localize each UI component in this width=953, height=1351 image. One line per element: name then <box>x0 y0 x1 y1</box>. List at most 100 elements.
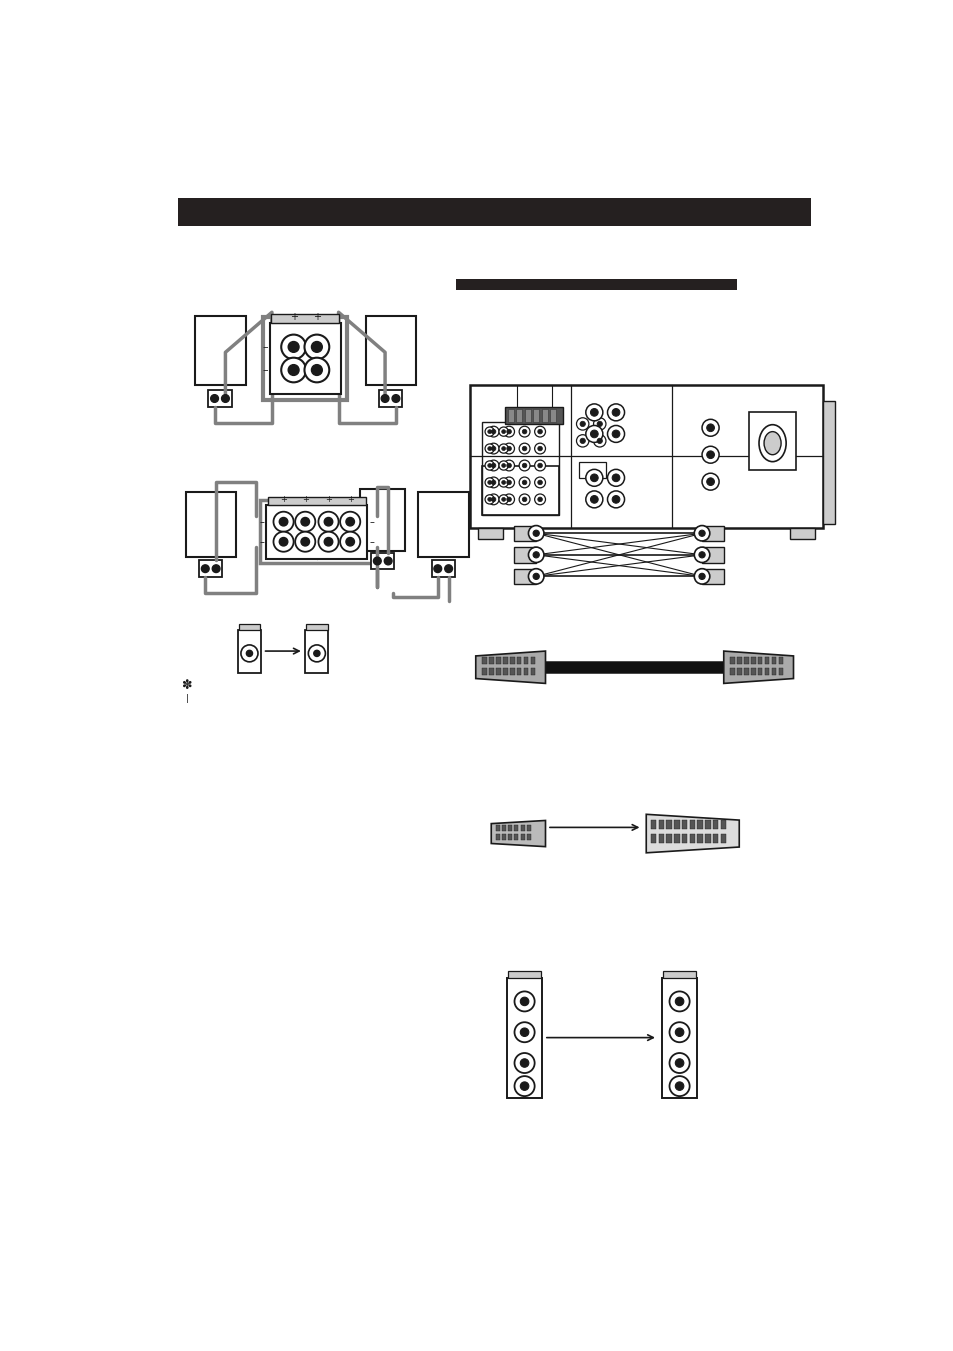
Circle shape <box>487 463 491 467</box>
Bar <box>517 667 521 676</box>
Circle shape <box>607 426 624 442</box>
Bar <box>502 657 507 665</box>
Text: +: + <box>280 494 287 504</box>
Circle shape <box>498 478 508 488</box>
Bar <box>238 624 260 631</box>
Bar <box>541 409 547 422</box>
Circle shape <box>324 538 333 546</box>
Circle shape <box>699 530 704 536</box>
Circle shape <box>519 1059 528 1067</box>
Bar <box>496 667 500 676</box>
Circle shape <box>612 474 619 482</box>
Bar <box>268 497 365 505</box>
Text: +: + <box>313 312 320 323</box>
Circle shape <box>612 430 619 438</box>
Bar <box>178 199 810 226</box>
Bar <box>778 657 782 665</box>
Circle shape <box>501 430 505 434</box>
Circle shape <box>585 490 602 508</box>
Bar <box>270 323 340 394</box>
Circle shape <box>537 480 542 485</box>
Circle shape <box>274 532 294 551</box>
Circle shape <box>669 992 689 1012</box>
Text: +: + <box>290 312 297 323</box>
Bar <box>514 569 536 584</box>
Bar <box>509 657 514 665</box>
Bar <box>689 820 695 830</box>
Circle shape <box>518 426 530 436</box>
Circle shape <box>488 477 498 488</box>
Bar <box>477 528 502 539</box>
Circle shape <box>528 569 543 584</box>
Circle shape <box>518 461 530 471</box>
Bar <box>720 835 725 843</box>
Circle shape <box>694 547 709 562</box>
Circle shape <box>484 461 494 470</box>
Circle shape <box>593 435 605 447</box>
Circle shape <box>301 517 309 526</box>
Bar <box>501 835 505 840</box>
Circle shape <box>279 538 288 546</box>
Circle shape <box>506 430 511 434</box>
Circle shape <box>585 469 602 486</box>
Bar <box>757 667 761 676</box>
Circle shape <box>537 446 542 451</box>
Circle shape <box>576 435 588 447</box>
Circle shape <box>501 497 505 501</box>
Bar <box>750 667 755 676</box>
Bar <box>199 561 222 577</box>
Circle shape <box>308 644 325 662</box>
Circle shape <box>487 447 491 450</box>
Circle shape <box>301 538 309 546</box>
Bar <box>508 825 512 831</box>
Bar <box>501 825 505 831</box>
Circle shape <box>488 461 498 471</box>
Circle shape <box>699 551 704 558</box>
Circle shape <box>340 512 360 532</box>
Bar <box>260 500 373 563</box>
Bar <box>520 825 524 831</box>
Bar <box>514 825 517 831</box>
Circle shape <box>521 446 526 451</box>
Circle shape <box>612 496 619 503</box>
Polygon shape <box>491 820 545 847</box>
Bar <box>488 657 493 665</box>
Bar <box>306 624 328 631</box>
Bar <box>371 553 394 570</box>
Bar <box>674 820 679 830</box>
Bar <box>507 409 513 422</box>
Text: –: – <box>262 365 268 376</box>
Bar <box>530 657 535 665</box>
Circle shape <box>314 650 319 657</box>
Circle shape <box>585 404 602 422</box>
Circle shape <box>518 477 530 488</box>
Bar <box>523 657 528 665</box>
Bar <box>750 657 755 665</box>
Circle shape <box>288 342 298 353</box>
Circle shape <box>534 461 545 471</box>
Circle shape <box>498 494 508 504</box>
Bar <box>514 526 536 540</box>
Bar <box>470 385 822 528</box>
Bar <box>481 423 558 515</box>
Bar <box>720 820 725 830</box>
Circle shape <box>701 446 719 463</box>
Circle shape <box>491 430 496 434</box>
Circle shape <box>241 644 257 662</box>
Circle shape <box>288 365 298 376</box>
Circle shape <box>444 565 452 573</box>
Bar <box>748 412 795 470</box>
Circle shape <box>675 1028 683 1036</box>
Circle shape <box>503 461 514 471</box>
Circle shape <box>701 473 719 490</box>
Circle shape <box>590 496 598 503</box>
Bar <box>729 667 734 676</box>
Bar <box>271 313 339 323</box>
Circle shape <box>279 517 288 526</box>
Bar <box>712 835 718 843</box>
Circle shape <box>528 547 543 562</box>
Text: +: + <box>325 494 332 504</box>
Bar <box>743 667 748 676</box>
Bar <box>764 657 769 665</box>
Bar <box>431 561 455 577</box>
